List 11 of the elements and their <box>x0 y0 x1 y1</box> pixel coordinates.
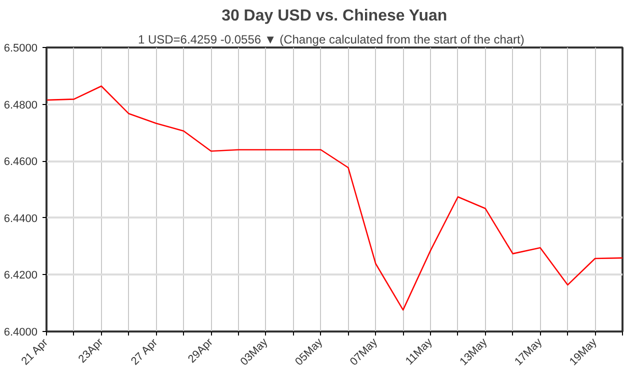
chart-title: 30 Day USD vs. Chinese Yuan <box>222 8 448 24</box>
chart-subtitle: 1 USD=6.4259 -0.0556 ▼ (Change calculated from the start of the chart) <box>138 32 524 46</box>
y-tick-label: 6.4000 <box>4 326 38 338</box>
y-tick-label: 6.5000 <box>4 42 38 54</box>
y-tick-label: 6.4200 <box>4 270 38 282</box>
x-tick-label: 27 Apr <box>129 336 160 368</box>
y-tick-label: 6.4600 <box>4 156 38 168</box>
y-tick-label: 6.4400 <box>4 212 38 225</box>
y-tick-label: 6.4800 <box>4 99 38 112</box>
line-series <box>46 85 622 311</box>
x-tick-label: 21 Apr <box>19 336 51 368</box>
